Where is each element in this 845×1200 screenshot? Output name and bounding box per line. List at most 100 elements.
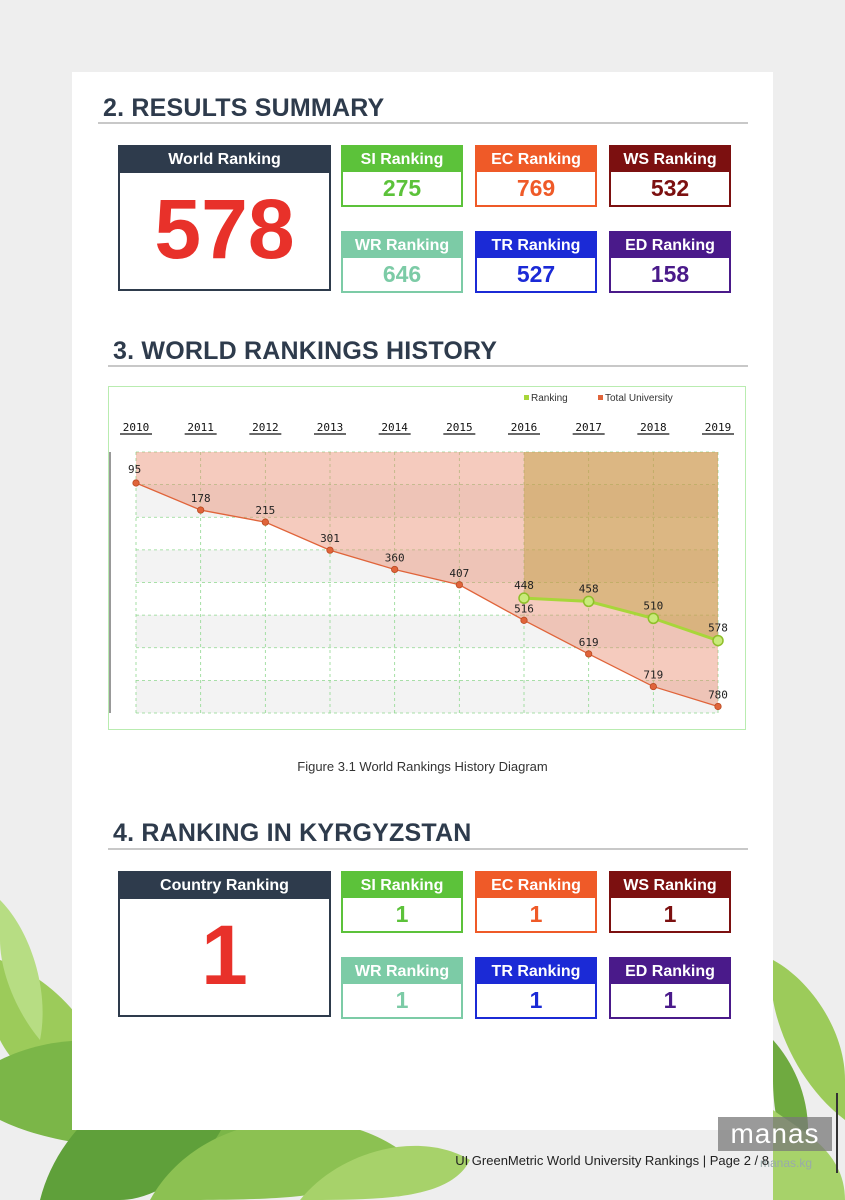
kyrgyzstan-si-ranking-box: SI Ranking 1 <box>341 871 463 933</box>
ranking-box-label: SI Ranking <box>343 147 461 172</box>
ranking-box-value: 646 <box>382 261 422 287</box>
ranking-box-value: 1 <box>663 987 677 1013</box>
total-university-point <box>326 546 334 554</box>
ranking-data-label: 510 <box>643 599 663 612</box>
chart-x-tick-label: 2018 <box>640 421 667 434</box>
chart-x-tick-label: 2019 <box>705 421 732 434</box>
country-ranking-box: Country Ranking 1 <box>118 871 331 1017</box>
chart-x-tick-label: 2015 <box>446 421 473 434</box>
total-university-data-label: 215 <box>255 504 275 517</box>
total-university-data-label: 516 <box>514 602 534 615</box>
ranking-box-value: 1 <box>529 901 543 927</box>
legend-ranking-swatch <box>524 395 529 400</box>
kyrgyzstan-tr-ranking-box: TR Ranking 1 <box>475 957 597 1019</box>
ranking-point <box>712 634 724 647</box>
ranking-point <box>518 592 530 604</box>
chart-band <box>136 680 718 713</box>
ranking-box-label: WR Ranking <box>343 233 461 258</box>
kyrgyzstan-ed-ranking-box: ED Ranking 1 <box>609 957 731 1019</box>
total-university-data-label: 407 <box>449 567 469 580</box>
chart-x-tick-label: 2014 <box>381 421 408 434</box>
world-ranking-box: World Ranking 578 <box>118 145 331 291</box>
section-2-rule <box>98 122 748 124</box>
total-university-data-label: 95 <box>128 463 141 476</box>
results-wr-ranking-box: WR Ranking 646 <box>341 231 463 293</box>
ranking-data-label: 578 <box>708 622 728 635</box>
total-university-data-label: 301 <box>320 532 340 545</box>
total-university-data-label: 619 <box>579 636 599 649</box>
country-ranking-value: 1 <box>201 908 248 1002</box>
ranking-area <box>524 452 718 641</box>
chart-x-tick-label: 2012 <box>252 421 278 434</box>
ranking-box-value: 1 <box>395 987 409 1013</box>
kyrgyzstan-ec-ranking-box: EC Ranking 1 <box>475 871 597 933</box>
ranking-data-label: 458 <box>579 582 599 595</box>
ranking-box-label: WS Ranking <box>611 147 729 172</box>
total-university-point <box>391 565 399 574</box>
results-ws-ranking-box: WS Ranking 532 <box>609 145 731 207</box>
ranking-box-value: 769 <box>516 175 556 201</box>
section-4-rule <box>108 848 748 850</box>
ranking-box-label: WS Ranking <box>611 873 729 898</box>
total-university-point <box>714 702 722 711</box>
legend-ranking-label: Ranking <box>531 393 568 404</box>
ranking-box-label: TR Ranking <box>477 959 595 984</box>
ranking-box-label: EC Ranking <box>477 147 595 172</box>
ranking-box-value: 1 <box>663 901 677 927</box>
ranking-box-value: 1 <box>529 987 543 1013</box>
page-footer: UI GreenMetric World University Rankings… <box>455 1153 769 1168</box>
section-4-title: 4. RANKING IN KYRGYZSTAN <box>113 819 472 847</box>
chart-x-tick-label: 2016 <box>511 421 538 434</box>
ranking-line <box>523 596 719 642</box>
ranking-box-label: TR Ranking <box>477 233 595 258</box>
legend-total-university-swatch <box>598 395 603 400</box>
results-tr-ranking-box: TR Ranking 527 <box>475 231 597 293</box>
ranking-point <box>647 612 660 625</box>
ranking-box-label: SI Ranking <box>343 873 461 898</box>
chart-x-tick-label: 2010 <box>123 421 150 434</box>
chart-band <box>136 615 718 648</box>
ranking-box-value: 158 <box>650 261 690 287</box>
chart-x-tick-label: 2011 <box>187 421 214 434</box>
legend-total-university-label: Total University <box>605 393 673 404</box>
total-university-data-label: 719 <box>643 669 663 682</box>
section-3-rule <box>108 365 748 367</box>
total-university-line <box>135 482 719 708</box>
ranking-box-label: WR Ranking <box>343 959 461 984</box>
ranking-point <box>582 595 595 608</box>
total-university-point <box>649 682 657 691</box>
ranking-box-label: ED Ranking <box>611 233 729 258</box>
chart-x-tick-label: 2017 <box>575 421 602 434</box>
manas-logo: manas <box>718 1117 832 1151</box>
ranking-box-value: 527 <box>516 261 556 287</box>
total-university-point <box>197 506 205 514</box>
total-university-data-label: 360 <box>385 551 405 564</box>
world-rankings-history-chart: 95 178 215 301 360 407 516 619 719 780 448 458 510 57… <box>108 386 746 730</box>
total-university-point <box>132 479 140 487</box>
ranking-box-value: 532 <box>650 175 690 201</box>
total-university-area <box>136 452 718 707</box>
total-university-point <box>261 518 269 526</box>
ranking-box-label: EC Ranking <box>477 873 595 898</box>
logo-divider <box>836 1093 838 1173</box>
kyrgyzstan-wr-ranking-box: WR Ranking 1 <box>341 957 463 1019</box>
ranking-data-label: 448 <box>514 579 534 592</box>
world-ranking-value: 578 <box>154 182 295 276</box>
results-si-ranking-box: SI Ranking 275 <box>341 145 463 207</box>
results-ec-ranking-box: EC Ranking 769 <box>475 145 597 207</box>
total-university-data-label: 178 <box>191 492 211 505</box>
chart-x-tick-label: 2013 <box>317 421 344 434</box>
ranking-box-label: ED Ranking <box>611 959 729 984</box>
world-ranking-label: World Ranking <box>120 147 329 173</box>
manas-logo-url: manas.kg <box>760 1156 813 1170</box>
country-ranking-label: Country Ranking <box>120 873 329 899</box>
total-university-data-label: 780 <box>708 688 728 701</box>
kyrgyzstan-ws-ranking-box: WS Ranking 1 <box>609 871 731 933</box>
chart-band <box>136 484 718 518</box>
total-university-point <box>585 650 593 658</box>
total-university-point <box>520 616 528 624</box>
ranking-box-value: 275 <box>382 175 422 201</box>
ranking-box-value: 1 <box>395 901 409 927</box>
section-3-title: 3. WORLD RANKINGS HISTORY <box>113 337 498 365</box>
total-university-point <box>455 581 463 589</box>
